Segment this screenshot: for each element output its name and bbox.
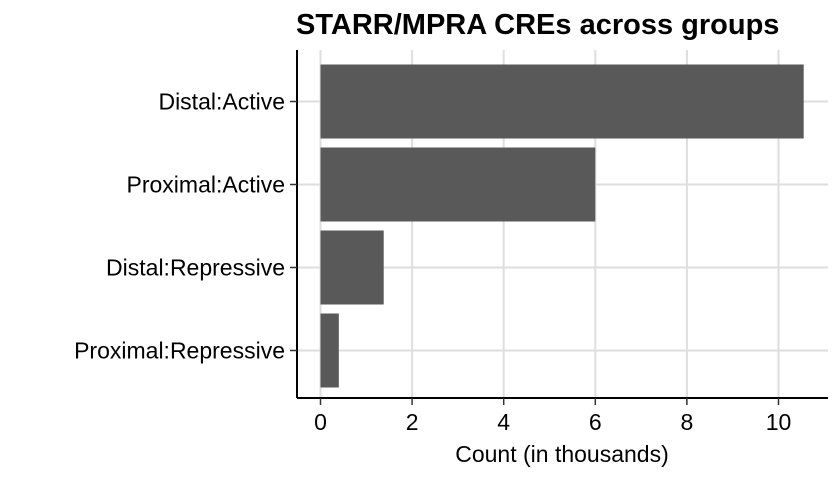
y-tick-label: Proximal:Active bbox=[127, 172, 285, 198]
y-axis-ticks: Distal:Active Proximal:Active Distal:Repre… bbox=[74, 89, 297, 364]
y-tick-label: Proximal:Repressive bbox=[74, 338, 285, 364]
x-tick-label: 0 bbox=[314, 409, 327, 435]
bar bbox=[320, 313, 339, 388]
bar bbox=[320, 147, 596, 222]
x-axis-title: Count (in thousands) bbox=[455, 441, 669, 467]
y-tick-label: Distal:Repressive bbox=[106, 255, 285, 281]
bars bbox=[320, 64, 804, 388]
chart-title: STARR/MPRA CREs across groups bbox=[296, 9, 779, 41]
x-tick-label: 6 bbox=[589, 409, 602, 435]
x-tick-label: 2 bbox=[406, 409, 419, 435]
x-axis-ticks: 0 2 4 6 8 10 bbox=[314, 398, 791, 435]
y-tick-label: Distal:Active bbox=[158, 89, 285, 115]
x-tick-label: 10 bbox=[766, 409, 792, 435]
axes bbox=[296, 50, 828, 399]
bar bbox=[320, 64, 804, 139]
x-tick-label: 8 bbox=[681, 409, 694, 435]
bar bbox=[320, 230, 384, 305]
x-tick-label: 4 bbox=[497, 409, 510, 435]
